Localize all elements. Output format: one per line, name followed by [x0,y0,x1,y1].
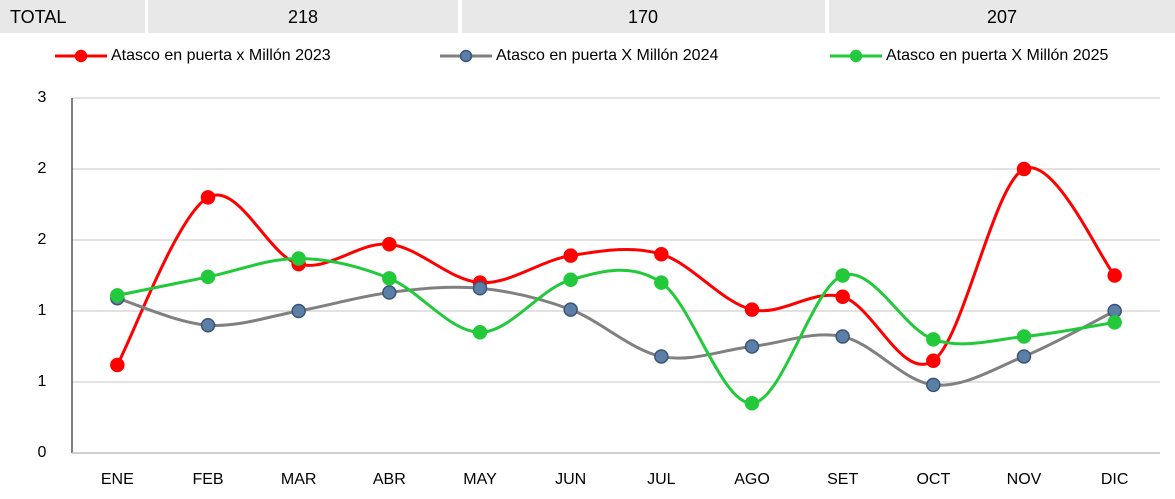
total-cell [0,0,145,33]
y-tick-label: 1 [38,302,47,319]
data-point [654,275,669,290]
data-point [1016,329,1032,344]
total-cell [148,0,458,33]
x-tick-label: ABR [373,471,406,488]
x-tick-label: OCT [916,471,950,488]
legend-label: Atasco en puerta X Millón 2024 [496,47,718,64]
data-point [654,246,669,262]
data-point [1016,349,1032,364]
data-point [926,377,941,393]
total-cell [462,0,825,33]
x-tick-label: MAR [281,471,317,488]
data-point [563,248,578,263]
y-tick-label: 3 [38,89,47,106]
legend-label: Atasco en puerta X Millón 2025 [886,47,1108,64]
x-tick-label: FEB [192,471,223,488]
legend-label: Atasco en puerta x Millón 2023 [111,47,331,64]
data-point [200,190,216,205]
total-value: 218 [288,7,318,27]
data-point [563,272,578,288]
data-point [744,302,760,317]
x-tick-label: JUL [647,471,676,488]
series-line [116,166,1116,366]
x-tick-label: AGO [734,471,770,488]
x-tick-label: ENE [101,471,134,488]
data-point [1016,161,1032,177]
data-point [200,269,216,285]
total-value: 170 [628,7,658,27]
data-point [200,317,216,333]
legend-marker [849,49,863,63]
legend-marker [74,49,88,63]
data-point [744,339,760,354]
data-point [291,303,306,319]
y-tick-label: 2 [38,231,47,248]
legend-marker [459,49,473,63]
data-point [563,302,578,317]
data-point [1107,268,1122,283]
data-point [382,285,397,300]
data-point [382,271,397,286]
data-point [110,357,125,373]
total-cell [829,0,1175,33]
data-point [835,268,850,283]
data-point [654,349,669,364]
x-tick-label: JUN [555,471,586,488]
x-tick-label: MAY [463,471,497,488]
data-point [835,329,850,344]
y-tick-label: 0 [38,444,47,461]
data-point [110,288,125,303]
total-value: 207 [987,7,1017,27]
y-tick-label: 1 [38,373,47,390]
x-tick-label: SET [827,471,858,488]
x-tick-label: DIC [1101,471,1129,488]
total-label: TOTAL [10,7,66,27]
data-point [835,289,850,305]
data-point [1107,315,1122,330]
data-point [926,332,941,347]
data-point [382,237,397,252]
data-point [926,353,941,368]
data-point [472,325,488,340]
data-point [744,396,760,411]
data-point [291,251,306,266]
data-point [472,281,488,296]
x-tick-label: NOV [1007,471,1042,488]
y-tick-label: 2 [38,160,47,177]
